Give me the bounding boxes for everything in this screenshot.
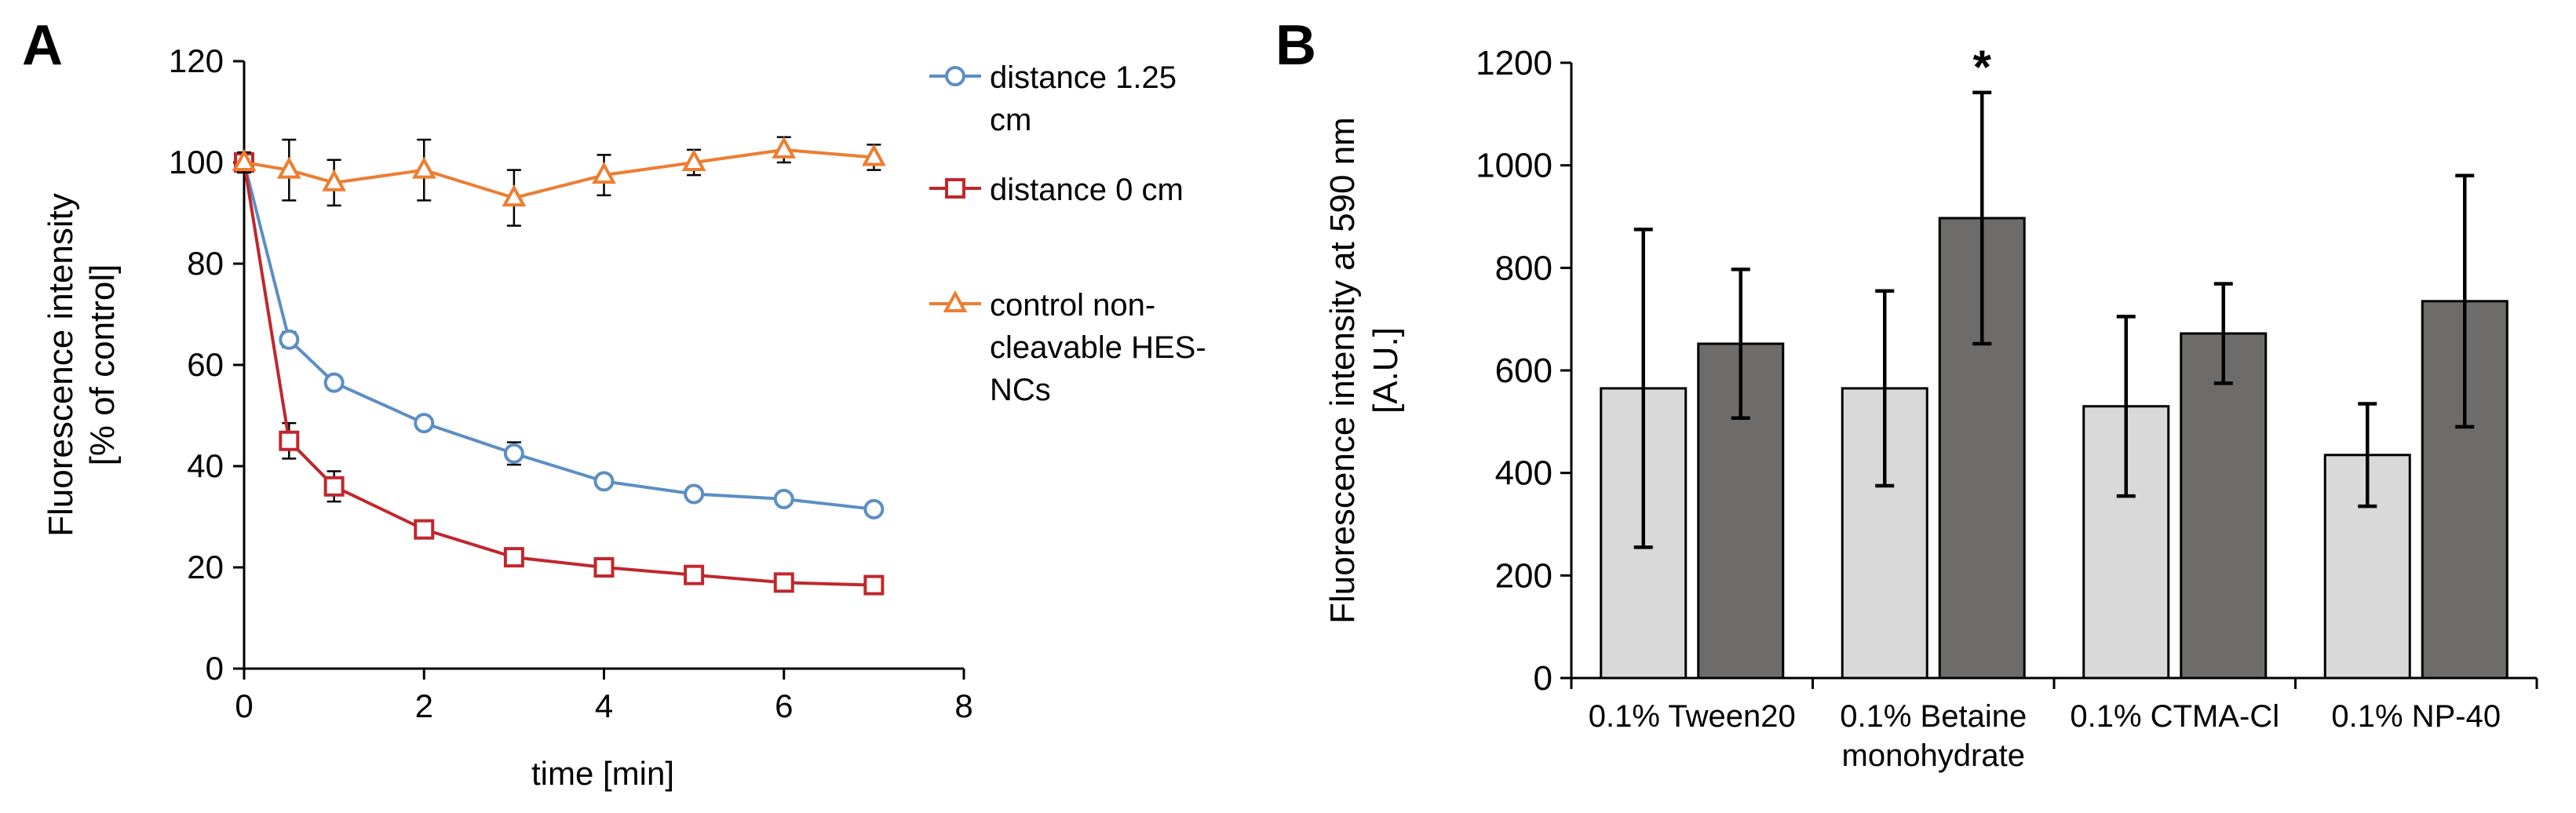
data-point [276,156,301,179]
data-point [503,547,524,568]
category-label: 0.1% NP-40 [2331,699,2501,734]
y-tick-label: 800 [1495,249,1553,287]
y-tick-label: 0 [206,650,224,687]
data-point [503,443,524,464]
legend-entry: distance 1.25 cm [929,60,1177,137]
y-axis-label-line: [% of control] [83,264,122,466]
panel-a-x-axis-label: time [min] [531,755,674,792]
data-point [593,557,615,578]
data-point [773,488,794,509]
y-tick-label: 100 [169,144,224,180]
y-axis-label-line: Fluorescence intensity at 590 nm [1323,117,1362,624]
series-circle [234,152,885,520]
data-point [323,372,345,393]
bar-dark [2180,332,2268,680]
data-point [323,476,345,497]
data-point [279,329,300,350]
y-axis-label-line: [A.U.] [1366,327,1405,414]
panel-a: A 0 20 40 60 80 100 120 0 2 4 6 8 Fluorescence inte… [22,14,1206,792]
data-point [592,161,616,184]
data-point [863,498,885,520]
legend-entry: distance 0 cm [929,173,1184,207]
y-axis-label-line: Fluorescence intensity [42,193,80,537]
panel-a-legend: distance 1.25 cm distance 0 cm control non-… [929,60,1206,407]
panel-b-label: B [1275,14,1316,77]
y-tick-label: 600 [1495,352,1553,390]
panel-b-bars [1600,90,2508,680]
panel-b-annotations: * [1973,41,1992,93]
significance-marker: * [1973,41,1992,93]
x-tick-label: 0 [235,687,253,724]
data-point [772,136,797,159]
data-point [232,148,257,171]
y-tick-label: 20 [187,549,224,585]
legend-label: distance 1.25 [990,60,1177,95]
legend-label: cleavable HES- [990,330,1206,365]
legend-label: cm [990,103,1031,137]
data-point [684,564,705,585]
category-label: 0.1% CTMA-Cl [2070,699,2279,734]
panel-a-label: A [22,14,63,77]
panel-b-y-axis-label: Fluorescence intensity at 590 nm [A.U.] [1323,117,1405,624]
series-line [243,162,874,511]
y-tick-label: 60 [187,346,224,383]
y-tick-label: 80 [187,245,224,282]
panel-a-series [232,136,886,596]
x-tick-label: 2 [415,687,433,724]
data-point [863,574,885,596]
data-point [411,156,436,179]
panel-b-axes: 0 200 400 600 800 1000 1200 0.1% Tween20 0.1% Be… [1476,44,2538,773]
legend-label: control non- [990,288,1155,323]
x-tick-label: 4 [595,687,613,724]
data-point [684,483,705,505]
legend-label: NCs [990,373,1051,407]
category-label: 0.1% Betaine [1840,699,2027,734]
category-label: monohydrate [1842,738,2025,773]
panel-a-axes: 0 20 40 60 80 100 120 0 2 4 6 8 [169,42,973,724]
category-label: 0.1% Tween20 [1589,699,1796,734]
data-point [414,413,435,434]
y-tick-label: 1200 [1476,44,1553,82]
y-tick-label: 200 [1495,556,1553,595]
panel-a-y-axis-label: Fluorescence intensity [% of control] [42,193,122,537]
data-point [862,144,886,166]
data-point [593,471,615,492]
y-tick-label: 40 [187,447,224,484]
legend-entry: control non-cleavable HES- NCs [929,288,1206,407]
legend-marker [943,290,968,312]
y-tick-label: 1000 [1476,147,1553,185]
legend-marker [945,66,965,86]
data-point [322,169,346,191]
data-point [773,572,794,593]
legend-marker [945,178,965,199]
data-point [502,184,527,207]
data-point [414,519,435,540]
series-triangle [232,136,886,227]
data-point [279,430,300,451]
y-tick-label: 0 [1534,659,1553,698]
legend-label: distance 0 cm [990,173,1184,207]
y-tick-label: 120 [169,42,224,79]
x-tick-label: 8 [954,687,972,724]
y-tick-label: 400 [1495,454,1553,493]
data-point [681,148,706,171]
panel-b: B Fluorescence intensity at 590 nm [A.U.]… [1275,14,2538,773]
x-tick-label: 6 [775,687,793,724]
